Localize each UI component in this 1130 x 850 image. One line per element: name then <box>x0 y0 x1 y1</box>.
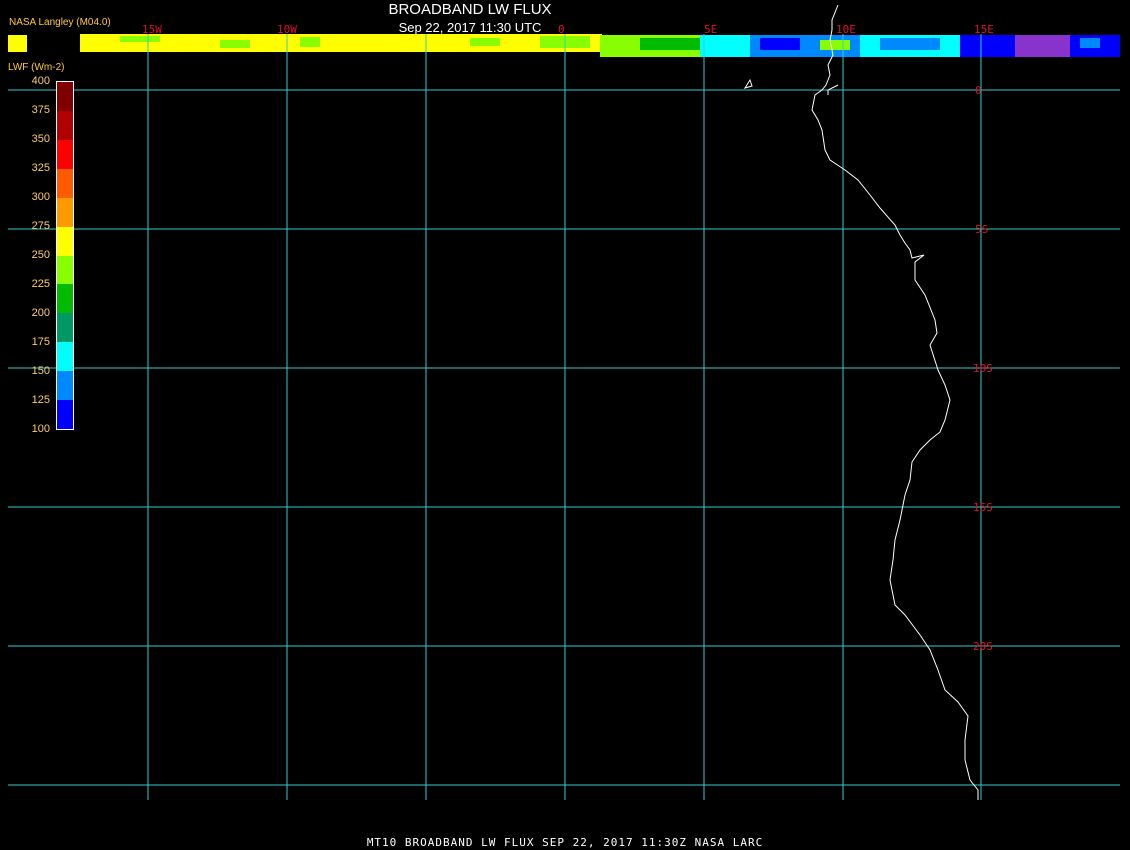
lat-label: 10S <box>973 362 993 375</box>
color-bar-tick-label: 350 <box>31 133 50 145</box>
color-bar-segment <box>57 313 73 343</box>
color-bar-tick-label: 400 <box>31 75 50 87</box>
legend-title: LWF (Wm-2) <box>8 62 65 73</box>
lon-label: 10W <box>277 23 297 36</box>
color-bar <box>56 81 74 430</box>
longitude-labels: 15W 10W 0 5E 10E 15E <box>142 23 994 36</box>
color-bar-tick-label: 175 <box>31 336 50 348</box>
observation-datetime: Sep 22, 2017 11:30 UTC <box>398 20 542 35</box>
color-bar-tick-label: 125 <box>31 394 50 406</box>
graticule <box>8 34 1120 800</box>
color-bar-tick-label: 325 <box>31 162 50 174</box>
color-bar-segment <box>57 226 73 256</box>
color-bar-segment <box>57 400 73 430</box>
color-bar-tick-label: 150 <box>31 365 50 377</box>
product-title: BROADBAND LW FLUX <box>388 1 552 18</box>
lon-label: 10E <box>836 23 856 36</box>
color-bar-segment <box>57 284 73 314</box>
lon-label: 15W <box>142 23 162 36</box>
color-bar-tick-label: 275 <box>31 220 50 232</box>
color-bar-segment <box>57 197 73 227</box>
color-bar-segment <box>57 139 73 169</box>
lon-label: 5E <box>704 23 717 36</box>
lon-label: 0 <box>558 23 565 36</box>
color-bar-segment <box>57 82 73 111</box>
color-bar-segment <box>57 110 73 140</box>
color-bar-tick-label: 100 <box>31 423 50 435</box>
agency-label: NASA Langley (M04.0) <box>9 17 111 28</box>
color-bar-segment <box>57 342 73 372</box>
lat-label: 20S <box>973 640 993 653</box>
color-bar-segment <box>57 168 73 198</box>
color-bar-segment <box>57 371 73 401</box>
lon-label: 15E <box>974 23 994 36</box>
color-bar-tick-label: 375 <box>31 104 50 116</box>
coastline <box>743 4 979 800</box>
latitude-labels: 0 5S 10S 15S 20S <box>973 84 993 653</box>
color-bar-tick-label: 300 <box>31 191 50 203</box>
lat-label: 0 <box>975 84 982 97</box>
lat-label: 5S <box>975 223 988 236</box>
color-bar-tick-label: 250 <box>31 249 50 261</box>
color-bar-tick-label: 225 <box>31 278 50 290</box>
color-swatch <box>8 35 27 52</box>
color-bar-tick-label: 200 <box>31 307 50 319</box>
footer-caption: MT10 BROADBAND LW FLUX SEP 22, 2017 11:3… <box>366 836 764 849</box>
lat-label: 15S <box>973 501 993 514</box>
flux-swath <box>80 34 1120 57</box>
color-bar-segment <box>57 255 73 285</box>
